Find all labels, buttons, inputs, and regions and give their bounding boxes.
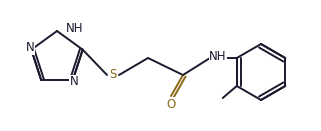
Text: O: O — [166, 97, 176, 111]
Text: N: N — [69, 75, 78, 88]
Text: S: S — [109, 69, 117, 81]
Text: N: N — [26, 41, 35, 54]
Text: NH: NH — [66, 21, 83, 34]
Text: NH: NH — [209, 50, 227, 64]
